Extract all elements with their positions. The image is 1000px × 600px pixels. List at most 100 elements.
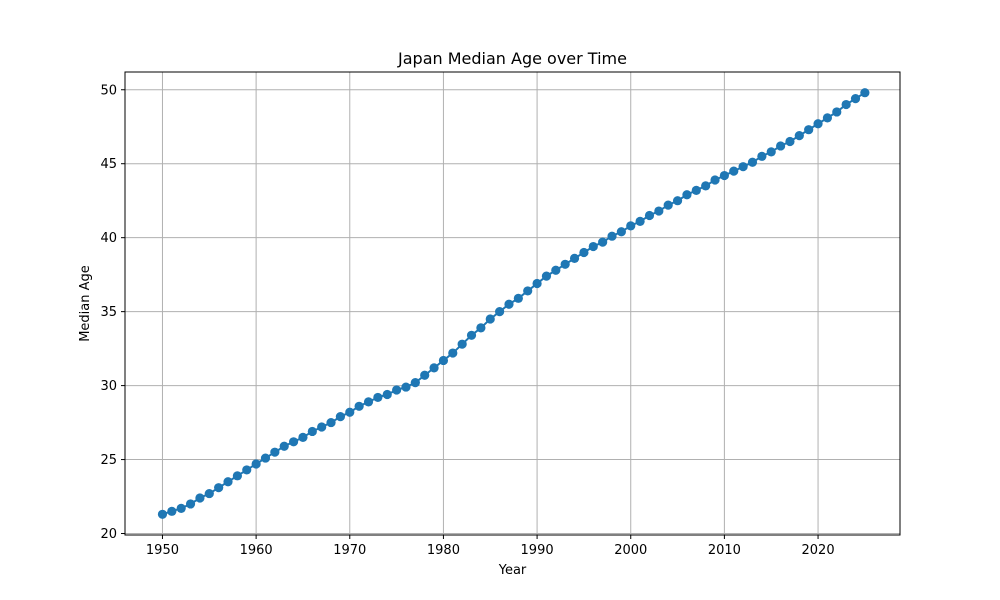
- data-point: [598, 237, 608, 247]
- x-tick-label: 1990: [521, 543, 554, 558]
- data-point: [860, 88, 870, 98]
- plot-frame: [124, 71, 901, 536]
- data-point: [644, 210, 655, 221]
- y-tick-label: 40: [100, 231, 117, 246]
- data-point: [626, 221, 636, 231]
- data-point: [260, 453, 271, 463]
- data-point: [429, 363, 439, 373]
- data-point: [504, 299, 514, 309]
- data-point: [270, 447, 280, 457]
- x-axis-label: Year: [498, 563, 527, 578]
- data-point: [317, 422, 327, 432]
- data-point: [476, 323, 486, 333]
- data-point: [288, 437, 299, 447]
- data-point: [167, 506, 177, 516]
- data-point: [176, 503, 186, 513]
- data-point: [588, 241, 598, 252]
- data-point: [223, 477, 233, 487]
- data-point: [185, 499, 196, 509]
- data-point: [335, 412, 346, 422]
- data-point: [850, 94, 861, 104]
- data-point: [729, 166, 739, 176]
- x-axis-ticks: 1950 1960 1970 1980 1990 2000 2010 2020: [146, 535, 835, 558]
- data-point: [401, 382, 411, 392]
- data-point: [579, 247, 589, 258]
- data-point: [392, 385, 402, 395]
- x-tick-label: 1960: [240, 543, 273, 558]
- data-point: [663, 200, 673, 210]
- data-point: [532, 278, 542, 289]
- data-point: [279, 441, 289, 451]
- data-point: [251, 459, 261, 469]
- y-tick-label: 50: [100, 83, 117, 98]
- data-point: [832, 107, 842, 117]
- data-point: [495, 307, 505, 317]
- data-point: [616, 227, 626, 237]
- data-point: [766, 147, 776, 157]
- x-tick-label: 2020: [802, 543, 835, 558]
- y-axis-label: Median Age: [78, 265, 93, 342]
- data-point: [345, 407, 355, 417]
- data-point: [747, 157, 758, 167]
- data-point: [719, 170, 729, 181]
- y-axis-ticks: 20 25 30 35 40 45 50: [100, 83, 125, 542]
- data-point: [382, 389, 392, 400]
- data-point: [363, 397, 374, 407]
- x-tick-label: 1980: [427, 543, 460, 558]
- data-point: [822, 113, 833, 123]
- data-point: [710, 175, 720, 185]
- data-point: [326, 417, 336, 428]
- data-point: [682, 190, 692, 200]
- x-tick-label: 1950: [146, 543, 179, 558]
- data-point: [438, 355, 449, 366]
- data-point: [298, 432, 308, 442]
- data-point: [635, 216, 645, 227]
- data-point: [691, 185, 701, 195]
- data-point: [466, 330, 477, 340]
- series-line: [162, 91, 866, 516]
- data-point: [513, 293, 523, 303]
- data-point: [354, 401, 364, 411]
- data-point: [738, 162, 748, 172]
- data-point: [775, 141, 786, 151]
- data-point: [701, 181, 711, 191]
- x-tick-label: 2010: [708, 543, 741, 558]
- data-point: [804, 125, 814, 135]
- data-point: [157, 509, 168, 519]
- y-tick-label: 20: [100, 527, 117, 542]
- data-point: [785, 136, 795, 147]
- y-tick-label: 30: [100, 379, 117, 394]
- x-tick-label: 1970: [333, 543, 366, 558]
- series-median-age: [157, 88, 870, 519]
- data-point: [560, 259, 570, 269]
- data-point: [214, 483, 224, 493]
- y-tick-label: 35: [100, 305, 117, 320]
- data-point: [672, 196, 683, 206]
- data-point: [307, 426, 317, 437]
- data-point: [813, 119, 823, 129]
- data-point: [410, 378, 420, 388]
- data-point: [373, 392, 383, 403]
- data-point: [654, 206, 664, 216]
- data-point: [457, 339, 467, 349]
- x-tick-label: 2000: [614, 543, 647, 558]
- data-point: [242, 465, 252, 475]
- data-point: [569, 253, 580, 263]
- data-point: [232, 471, 242, 481]
- data-point: [420, 370, 430, 380]
- y-tick-label: 45: [100, 157, 117, 172]
- data-point: [195, 493, 205, 503]
- data-point: [541, 271, 552, 281]
- data-point: [551, 265, 561, 275]
- grid: [125, 72, 900, 535]
- y-tick-label: 25: [100, 453, 117, 468]
- data-point: [204, 488, 214, 499]
- data-point: [794, 131, 804, 141]
- data-point: [841, 99, 851, 110]
- data-point: [607, 231, 617, 241]
- data-point: [523, 286, 533, 296]
- data-point: [485, 314, 495, 324]
